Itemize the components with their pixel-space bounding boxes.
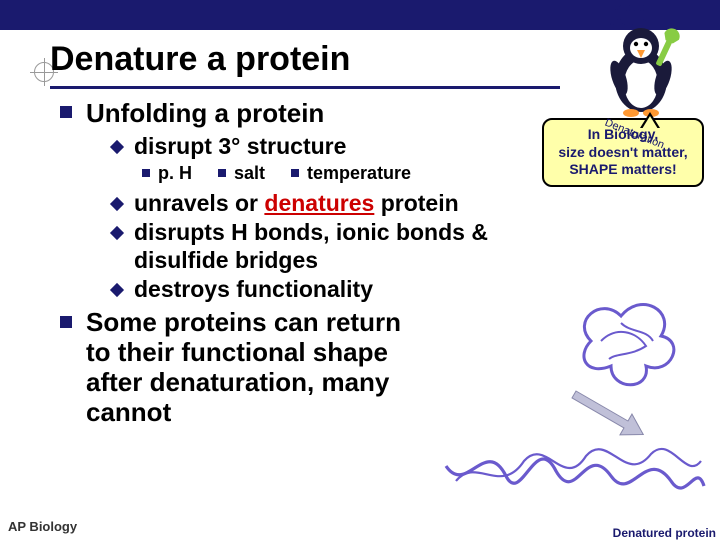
bullet3-text: temperature: [307, 163, 411, 184]
square-bullet-icon: [60, 316, 72, 328]
diamond-bullet-icon: [110, 283, 124, 297]
bubble-line: size doesn't matter,: [548, 144, 698, 162]
emphasis-word: denatures: [264, 190, 374, 216]
bullet3-text: salt: [234, 163, 265, 184]
footer-course-label: AP Biology: [8, 519, 77, 534]
bullet-level2: unravels or denatures protein: [112, 190, 580, 218]
square-bullet-icon: [60, 106, 72, 118]
folded-protein-label: Folded protein: [607, 0, 648, 28]
bullet2-text: disrupt 3° structure: [134, 133, 346, 161]
penguin-cartoon-icon: [586, 18, 696, 118]
speech-bubble-tail: [642, 116, 658, 129]
small-square-bullet-icon: [291, 169, 299, 177]
bullet-level2: disrupt 3° structure: [112, 133, 580, 161]
bullet3-text: p. H: [158, 163, 192, 184]
diamond-bullet-icon: [110, 226, 124, 240]
protein-denaturation-figure: [426, 276, 706, 526]
bullet2-text-post: protein: [374, 190, 458, 216]
diamond-bullet-icon: [110, 140, 124, 154]
bullet-level1: Unfolding a protein: [60, 98, 580, 129]
bullet2-text: destroys functionality: [134, 276, 373, 304]
bullet-level3-row: p. H salt temperature: [142, 163, 580, 184]
bullet-level2: disrupts H bonds, ionic bonds & disulfid…: [112, 219, 580, 274]
bullet1-text: Unfolding a protein: [86, 98, 324, 129]
bullet1-text: Some proteins can return to their functi…: [86, 308, 406, 428]
bullet2-text: disrupts H bonds, ionic bonds & disulfid…: [134, 219, 580, 274]
denatured-protein-label: Denatured protein: [613, 526, 716, 540]
title-underline: [50, 86, 560, 89]
small-square-bullet-icon: [218, 169, 226, 177]
slide-title: Denature a protein: [50, 40, 350, 79]
small-square-bullet-icon: [142, 169, 150, 177]
bubble-line: SHAPE matters!: [548, 161, 698, 179]
diamond-bullet-icon: [110, 197, 124, 211]
bullet2-text-pre: unravels or: [134, 190, 264, 216]
